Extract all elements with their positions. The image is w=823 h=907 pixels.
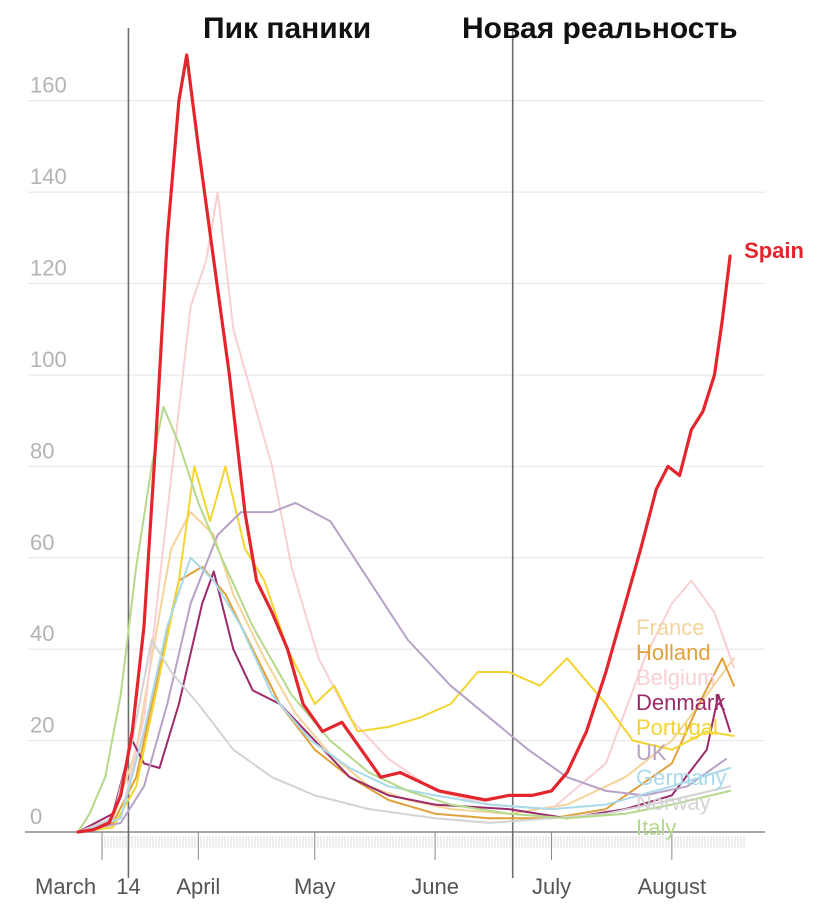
series-line-denmark (77, 570, 732, 833)
x-tick-label: May (294, 874, 336, 899)
y-tick-label: 120 (30, 256, 67, 281)
y-tick-label: 140 (30, 164, 67, 189)
y-tick-label: 80 (30, 438, 54, 463)
x-tick-label: March (35, 874, 96, 899)
series-lines (76, 53, 735, 834)
series-label-italy: Italy (636, 815, 676, 840)
series-line-uk (77, 501, 728, 833)
y-tick-label: 160 (30, 73, 67, 98)
phase-dividers (127, 28, 514, 878)
x-tick-labels: March 14 April May June July August (35, 832, 706, 899)
series-label-norway: Norway (636, 790, 711, 815)
series-label-uk: UK (636, 740, 667, 765)
x-tick-label: 14 (116, 874, 140, 899)
x-tick-label: April (176, 874, 220, 899)
y-tick-label: 20 (30, 713, 54, 738)
series-line-belgium (77, 191, 735, 833)
y-tick-label: 60 (30, 530, 54, 555)
series-line-france (77, 511, 735, 833)
x-tick-label: August (638, 874, 707, 899)
x-tick-label: June (411, 874, 459, 899)
y-tick-label: 0 (30, 804, 42, 829)
series-line-holland (77, 565, 735, 833)
series-line-germany (77, 556, 732, 833)
series-line-italy (77, 405, 732, 833)
series-label-portugal: Portugal (636, 715, 718, 740)
series-label-denmark: Denmark (636, 690, 726, 715)
x-tick-label: July (532, 874, 571, 899)
y-tick-labels: 0 20 40 60 80 100 120 140 160 (30, 73, 67, 829)
y-tick-label: 100 (30, 347, 67, 372)
series-label-holland: Holland (636, 640, 711, 665)
series-line-spain (76, 53, 732, 834)
series-label-france: France (636, 615, 704, 640)
phase-label-panic: Пик паники (203, 12, 371, 45)
series-label-germany: Germany (636, 765, 726, 790)
series-line-norway (77, 639, 732, 833)
x-axis (25, 831, 765, 848)
series-label-spain: Spain (744, 238, 804, 263)
series-label-belgium: Belgium (636, 665, 715, 690)
y-tick-label: 40 (30, 621, 54, 646)
series-labels: Spain FranceHollandBelgiumDenmarkPortugal… (636, 238, 804, 840)
phase-label-new-reality: Новая реальность (462, 12, 738, 45)
